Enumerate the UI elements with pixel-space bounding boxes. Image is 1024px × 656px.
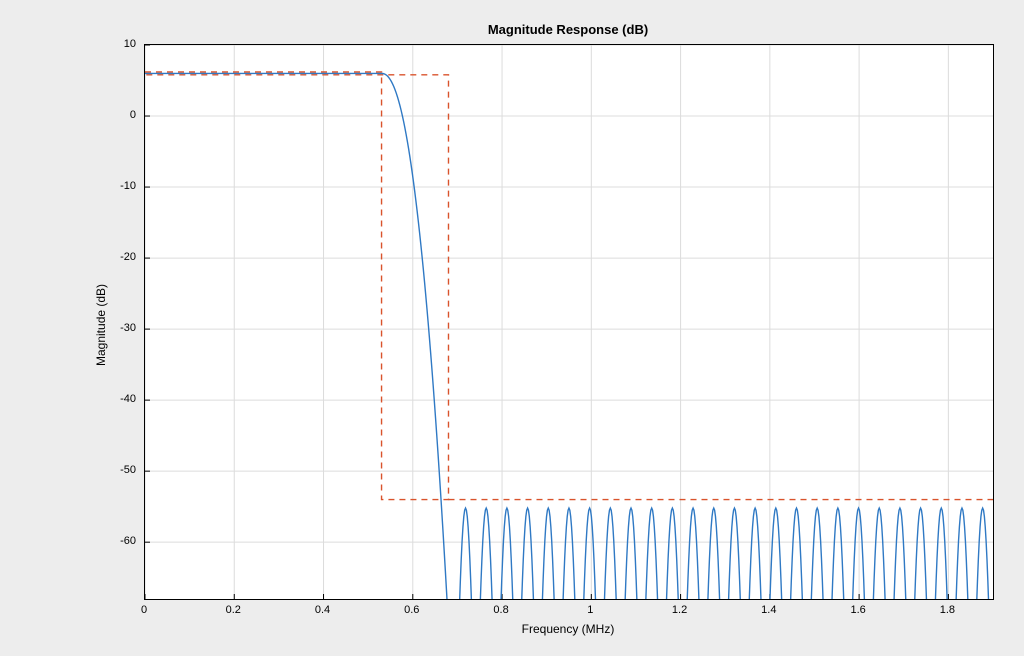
y-tick-label: 10 <box>124 38 136 50</box>
x-tick-label: 0.8 <box>493 604 508 616</box>
x-tick-label: 1 <box>587 604 593 616</box>
y-axis-label: Magnitude (dB) <box>94 284 108 366</box>
y-tick-label: -30 <box>120 322 136 334</box>
y-tick-label: -50 <box>120 464 136 476</box>
y-tick-label: 0 <box>130 109 136 121</box>
x-tick-label: 0 <box>141 604 147 616</box>
y-tick-label: -60 <box>120 535 136 547</box>
x-tick-label: 0.2 <box>226 604 241 616</box>
y-tick-label: -20 <box>120 251 136 263</box>
x-tick-label: 1.2 <box>672 604 687 616</box>
x-tick-label: 0.4 <box>315 604 330 616</box>
chart-title: Magnitude Response (dB) <box>488 22 648 37</box>
x-tick-label: 1.4 <box>761 604 776 616</box>
y-tick-label: -40 <box>120 393 136 405</box>
figure-window: Magnitude Response (dB) Frequency (MHz) … <box>14 14 1010 642</box>
x-axis-label: Frequency (MHz) <box>522 622 615 636</box>
y-tick-label: -10 <box>120 180 136 192</box>
x-tick-label: 0.6 <box>404 604 419 616</box>
plot-svg <box>145 45 993 599</box>
plot-area <box>144 44 994 600</box>
x-tick-label: 1.8 <box>940 604 955 616</box>
x-tick-label: 1.6 <box>850 604 865 616</box>
